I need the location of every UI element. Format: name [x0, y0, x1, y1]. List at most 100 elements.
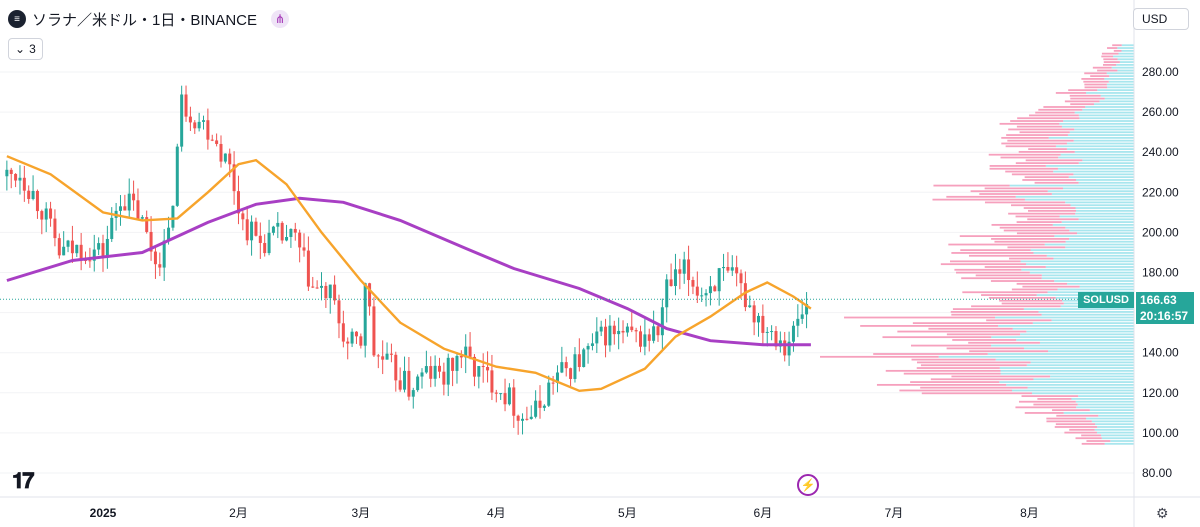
y-tick-label: 200.00: [1142, 225, 1179, 239]
candle-body: [490, 370, 494, 393]
volume-profile-down-bar: [1069, 94, 1101, 97]
volume-profile-down-bar: [961, 277, 1042, 280]
indicator-toggle-button[interactable]: ⌄ 3: [8, 38, 43, 60]
candle-body: [695, 286, 699, 296]
solana-logo-icon[interactable]: ≡: [8, 10, 26, 28]
candle-body: [582, 349, 586, 368]
volume-profile-down-bar: [994, 240, 1066, 243]
volume-profile-down-bar: [1056, 414, 1099, 417]
candle-body: [394, 354, 398, 381]
volume-profile-down-bar: [984, 201, 1066, 204]
volume-profile-up-bar: [1117, 47, 1134, 49]
volume-profile-up-bar: [1066, 142, 1134, 145]
currency-button[interactable]: USD: [1133, 8, 1189, 30]
volume-profile-down-bar: [1075, 437, 1102, 440]
volume-profile-up-bar: [1068, 176, 1134, 179]
volume-profile-down-bar: [940, 263, 1027, 266]
candle-body: [149, 231, 153, 252]
volume-profile-up-bar: [938, 355, 1134, 358]
candle-body: [805, 304, 809, 315]
candle-body: [285, 237, 289, 241]
candle-body: [455, 355, 459, 371]
x-tick-label: 2025: [90, 506, 117, 520]
volume-profile-down-bar: [844, 316, 996, 319]
volume-profile-down-bar: [946, 347, 1024, 350]
candle-body: [385, 353, 389, 360]
volume-profile-up-bar: [1057, 288, 1134, 291]
candle-body: [787, 341, 791, 356]
volume-profile-down-bar: [873, 353, 988, 355]
volume-profile-down-bar: [1107, 47, 1118, 49]
candle-body: [35, 190, 39, 212]
candle-body: [735, 267, 739, 274]
candle-body: [368, 283, 372, 307]
candle-body: [503, 393, 507, 405]
volume-profile-up-bar: [1052, 223, 1134, 226]
volume-profile-up-bar: [1038, 310, 1134, 313]
x-tick-label: 7月: [885, 506, 904, 520]
volume-profile-down-bar: [1103, 61, 1120, 63]
volume-profile-down-bar: [910, 381, 1000, 383]
tradingview-logo-icon[interactable]: 𝟏𝟕: [12, 468, 35, 493]
chart-title[interactable]: ソラナ／米ドル・1日・BINANCE: [32, 11, 258, 29]
volume-profile-down-bar: [1021, 395, 1079, 398]
volume-profile-down-bar: [1083, 80, 1109, 83]
volume-profile-up-bar: [1054, 235, 1134, 238]
volume-profile-up-bar: [1095, 423, 1134, 426]
candle-body: [521, 418, 525, 421]
volume-profile-down-bar: [930, 378, 1034, 381]
volume-profile-up-bar: [1086, 92, 1134, 94]
candle-body: [258, 235, 262, 243]
last-price-tag: 166.63: [1136, 292, 1194, 308]
candle-body: [175, 146, 179, 206]
y-tick-label: 140.00: [1142, 346, 1179, 360]
candle-body: [311, 286, 315, 288]
volume-profile-down-bar: [990, 280, 1055, 282]
bar-countdown-tag: 20:16:57: [1136, 308, 1194, 324]
candle-body: [267, 232, 271, 254]
volume-profile-up-bar: [1026, 330, 1134, 333]
volume-profile-up-bar: [1048, 136, 1134, 139]
volume-profile-up-bar: [1023, 347, 1134, 350]
price-axis: 80.00100.00120.00140.00160.00180.00200.0…: [1133, 0, 1179, 527]
candle-body: [210, 139, 214, 141]
volume-profile-up-bar: [1033, 252, 1134, 254]
volume-profile-down-bar: [1028, 148, 1067, 150]
volume-profile-down-bar: [1019, 131, 1070, 134]
volume-profile-down-bar: [1052, 409, 1090, 412]
volume-profile-down-bar: [1081, 434, 1101, 437]
gear-icon[interactable]: ⚙: [1156, 505, 1169, 521]
candle-body: [145, 217, 149, 232]
volume-profile-down-bar: [1055, 423, 1096, 426]
volume-profile-down-bar: [912, 322, 1033, 325]
candle-body: [140, 217, 144, 219]
share-icon[interactable]: ⋔: [271, 10, 290, 28]
volume-profile-up-bar: [1051, 193, 1134, 195]
candle-body: [232, 164, 236, 192]
candle-body: [407, 370, 411, 397]
volume-profile-down-bar: [1008, 212, 1076, 215]
volume-profile-down-bar: [1007, 246, 1066, 249]
lightning-icon[interactable]: ⚡: [797, 474, 819, 496]
candle-body: [704, 293, 708, 296]
volume-profile-down-bar: [1007, 139, 1074, 142]
volume-profile-up-bar: [1104, 442, 1134, 445]
volume-profile-up-bar: [1050, 375, 1134, 378]
candle-body: [416, 376, 420, 391]
volume-profile-down-bar: [899, 389, 1013, 392]
candle-body: [608, 325, 612, 346]
x-tick-label: 6月: [754, 506, 773, 520]
candle-body: [477, 366, 481, 377]
candle-body: [92, 249, 96, 261]
volume-profile-up-bar: [1024, 198, 1134, 201]
volume-profile-up-bar: [1117, 58, 1134, 61]
volume-profile-down-bar: [897, 330, 1027, 333]
volume-profile-down-bar: [989, 167, 1058, 170]
candle-body: [429, 366, 433, 379]
volume-profile-down-bar: [969, 350, 1049, 353]
volume-profile-down-bar: [1033, 403, 1078, 406]
volume-profile-up-bar: [1046, 254, 1134, 257]
volume-profile-down-bar: [948, 243, 1045, 246]
volume-profile-down-bar: [1027, 218, 1079, 221]
